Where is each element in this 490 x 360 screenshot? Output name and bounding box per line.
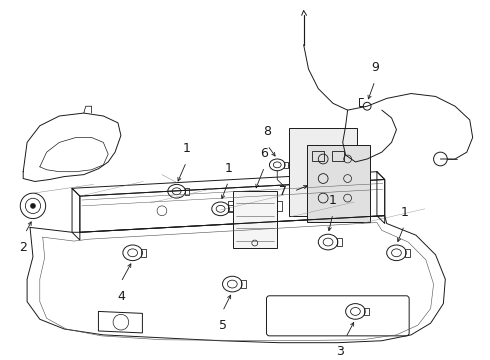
- Text: 4: 4: [117, 290, 125, 303]
- Bar: [332, 151, 343, 161]
- Text: 2: 2: [19, 241, 27, 254]
- Bar: [289, 128, 357, 216]
- Text: 1: 1: [224, 162, 232, 175]
- Text: 7: 7: [279, 185, 287, 198]
- Text: 1: 1: [182, 142, 190, 155]
- Bar: [307, 145, 370, 221]
- Text: 1: 1: [400, 206, 408, 219]
- Bar: [233, 191, 277, 248]
- Text: 3: 3: [336, 345, 343, 357]
- Text: 8: 8: [264, 126, 271, 139]
- Text: 6: 6: [261, 147, 269, 160]
- Text: 1: 1: [329, 194, 337, 207]
- Text: 5: 5: [219, 319, 226, 332]
- Text: 9: 9: [371, 61, 379, 74]
- Bar: [313, 151, 324, 161]
- Circle shape: [30, 203, 35, 208]
